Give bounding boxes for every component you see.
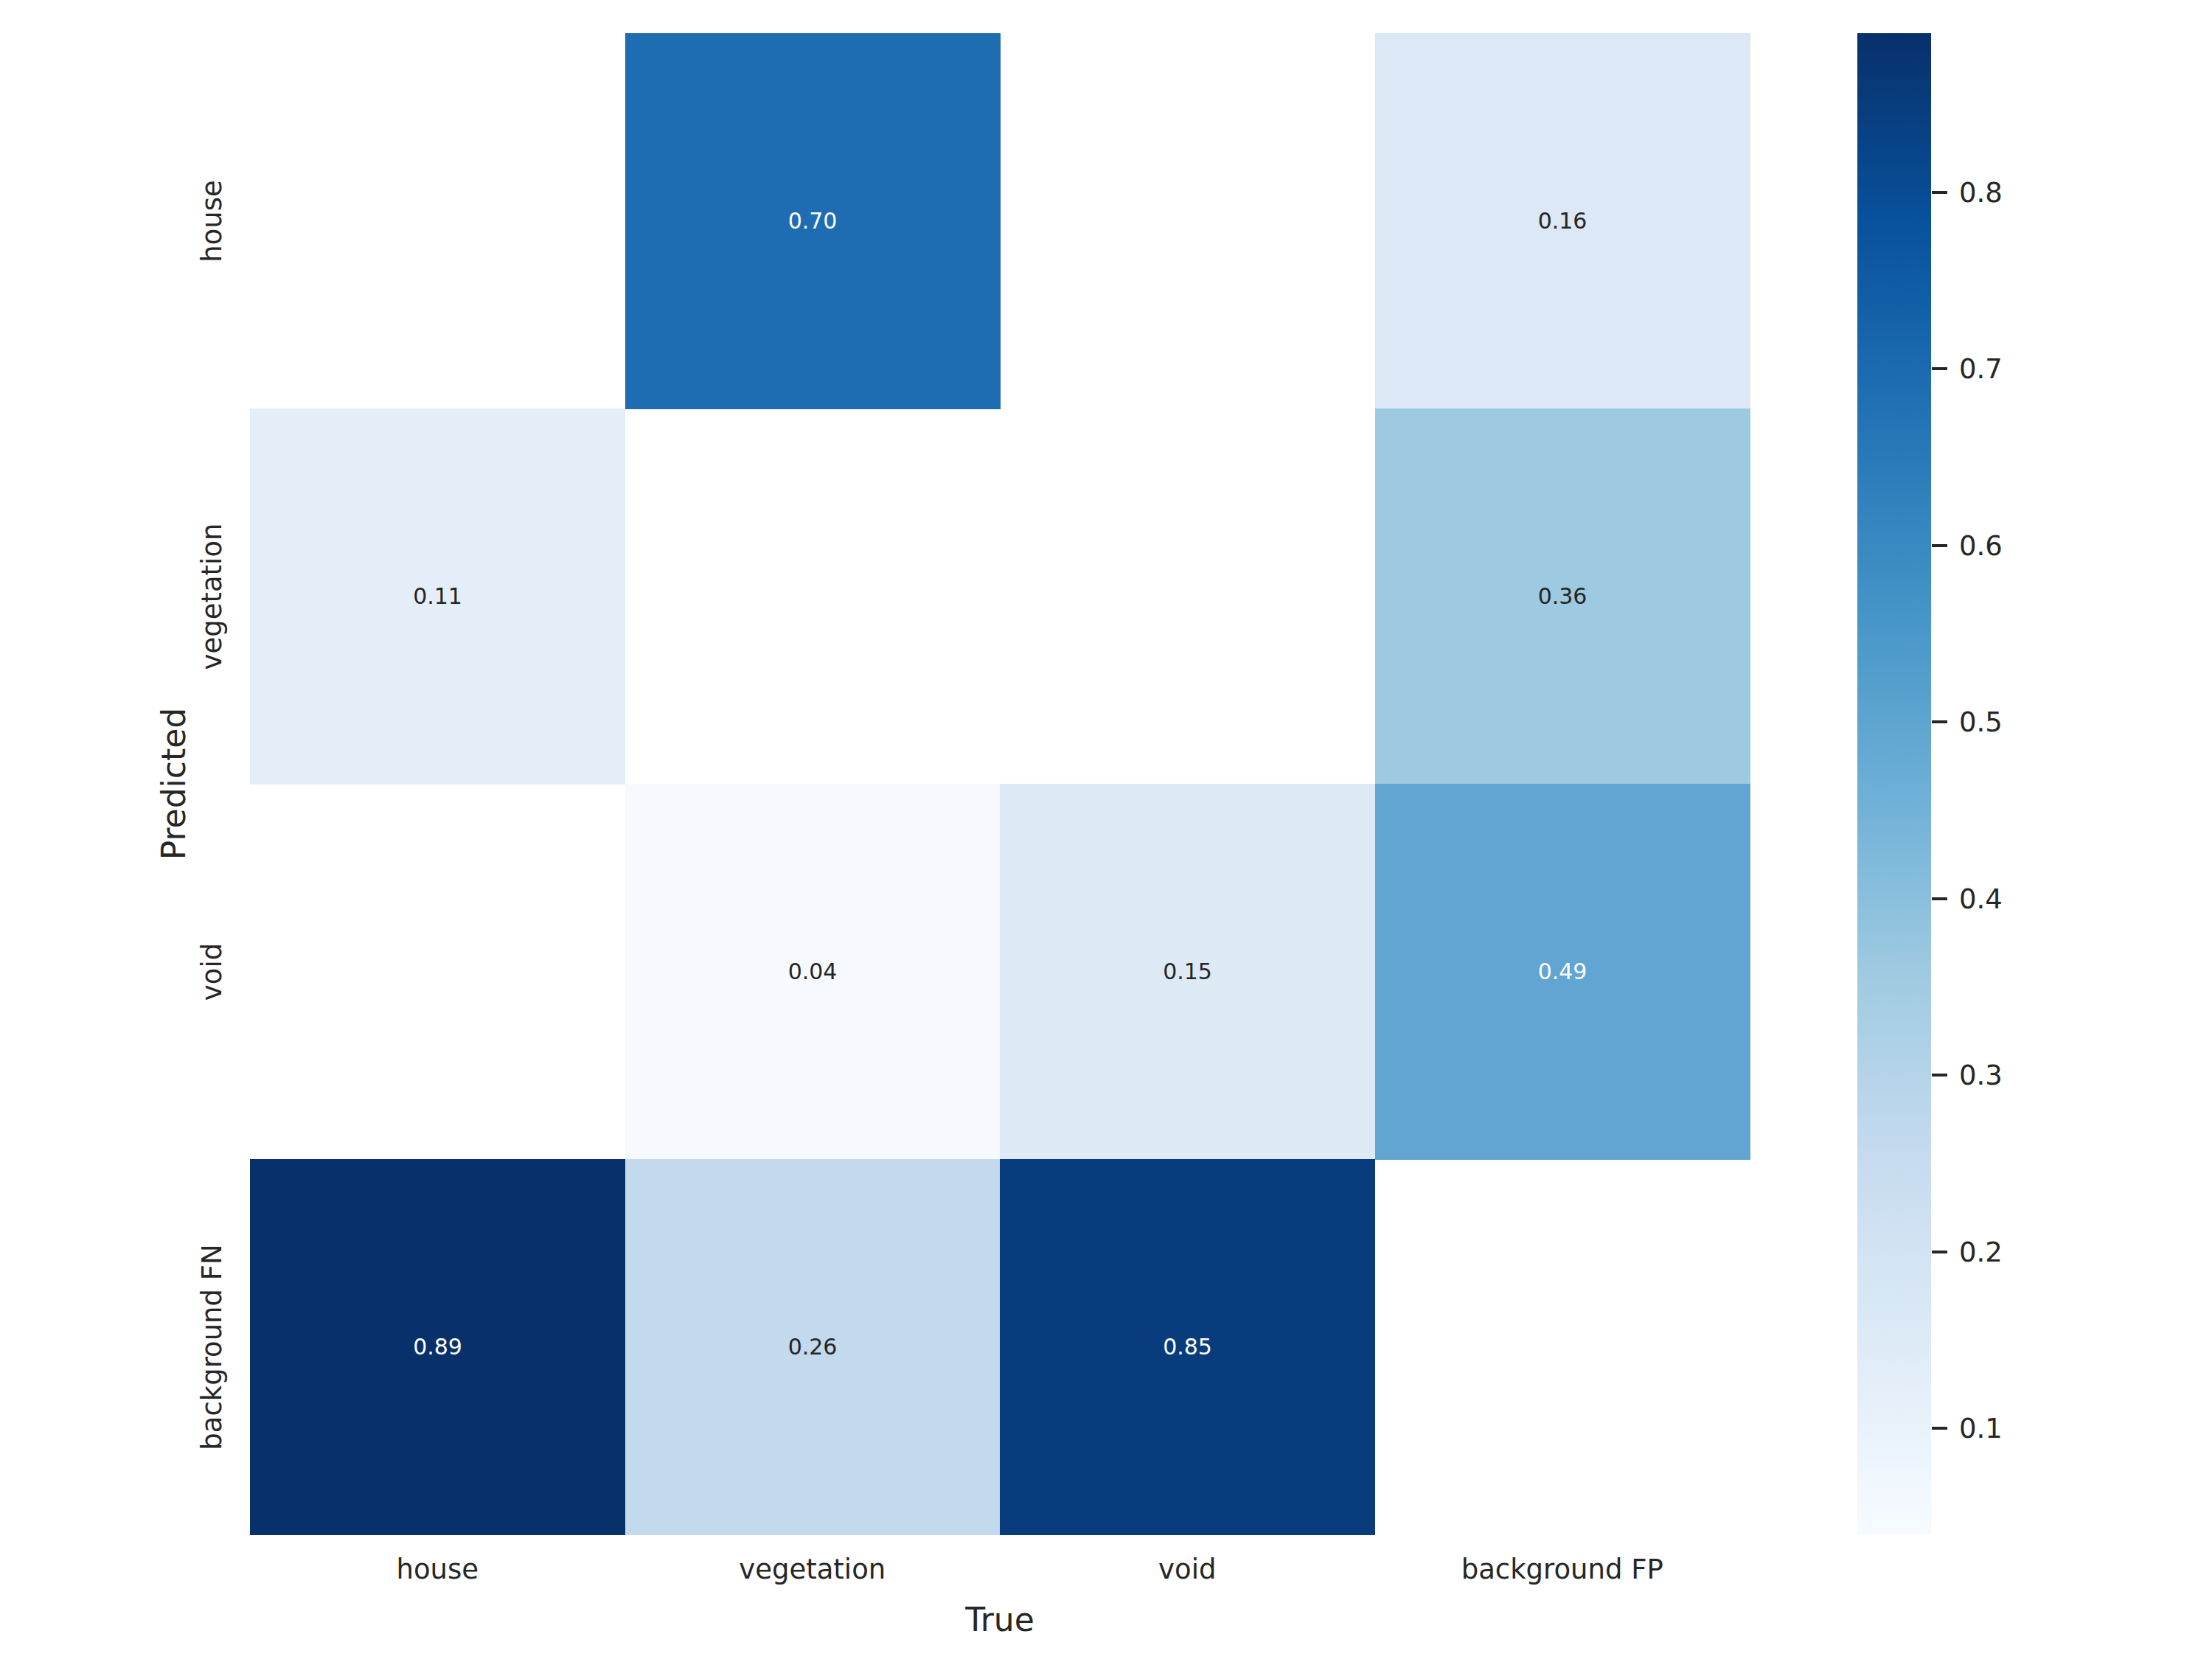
x-axis-title: True bbox=[965, 1601, 1034, 1638]
cell-value-label: 0.89 bbox=[413, 1336, 462, 1358]
colorbar-tick-mark bbox=[1932, 1251, 1947, 1253]
heatmap-cell: 0.26 bbox=[625, 1159, 1001, 1535]
colorbar-tick-label: 0.3 bbox=[1959, 1060, 2003, 1091]
colorbar-tick-label: 0.5 bbox=[1959, 706, 2003, 738]
cell-value-label: 0.11 bbox=[413, 585, 462, 608]
heatmap-plot-area: 0.70 0.16 0.11 0.36 0.04 0.15 0.49 0.89 0.26 0.85 bbox=[250, 33, 1750, 1534]
cell-value-label: 0.15 bbox=[1163, 961, 1212, 983]
colorbar-tick-mark bbox=[1932, 1427, 1947, 1430]
heatmap-cell: 0.04 bbox=[625, 784, 1001, 1160]
x-tick-label: house bbox=[396, 1554, 479, 1585]
y-tick-label: house bbox=[196, 180, 228, 262]
cell-value-label: 0.70 bbox=[788, 210, 838, 232]
confusion-matrix-figure: 0.70 0.16 0.11 0.36 0.04 0.15 0.49 0.89 0.26 0.85… bbox=[0, 0, 2212, 1659]
heatmap-cell: 0.16 bbox=[1375, 33, 1750, 409]
colorbar-tick-label: 0.1 bbox=[1959, 1413, 2003, 1444]
colorbar-tick-mark bbox=[1932, 720, 1947, 723]
colorbar-tick-label: 0.4 bbox=[1959, 883, 2003, 914]
y-axis-title: Predicted bbox=[155, 708, 192, 860]
colorbar-tick-mark bbox=[1932, 1074, 1947, 1077]
y-tick-label: vegetation bbox=[196, 523, 228, 669]
heatmap-cell: 0.85 bbox=[1000, 1159, 1375, 1535]
heatmap-cell: 0.49 bbox=[1375, 784, 1750, 1160]
cell-value-label: 0.26 bbox=[788, 1336, 838, 1358]
cell-value-label: 0.16 bbox=[1538, 210, 1587, 232]
colorbar-tick-mark bbox=[1932, 897, 1947, 900]
x-tick-label: vegetation bbox=[739, 1554, 886, 1585]
cell-value-label: 0.04 bbox=[788, 961, 838, 983]
x-tick-label: background FP bbox=[1461, 1554, 1663, 1585]
colorbar-tick-mark bbox=[1932, 191, 1947, 194]
colorbar-tick-label: 0.7 bbox=[1959, 353, 2003, 385]
colorbar-gradient bbox=[1857, 33, 1931, 1534]
colorbar-tick-mark bbox=[1932, 367, 1947, 370]
cell-value-label: 0.85 bbox=[1163, 1336, 1212, 1358]
colorbar-tick-label: 0.6 bbox=[1959, 529, 2003, 561]
colorbar-tick-mark bbox=[1932, 544, 1947, 547]
x-tick-label: void bbox=[1158, 1554, 1216, 1585]
y-tick-label: void bbox=[196, 942, 228, 1000]
cell-value-label: 0.49 bbox=[1538, 961, 1587, 983]
heatmap-cell: 0.15 bbox=[1000, 784, 1375, 1160]
y-tick-label: background FN bbox=[196, 1244, 228, 1450]
heatmap-cell: 0.89 bbox=[250, 1159, 625, 1535]
heatmap-cell: 0.70 bbox=[625, 33, 1001, 409]
colorbar-tick-label: 0.2 bbox=[1959, 1236, 2003, 1267]
colorbar-tick-label: 0.8 bbox=[1959, 176, 2003, 208]
heatmap-cell: 0.36 bbox=[1375, 408, 1750, 785]
heatmap-cell: 0.11 bbox=[250, 408, 625, 785]
cell-value-label: 0.36 bbox=[1538, 585, 1587, 608]
